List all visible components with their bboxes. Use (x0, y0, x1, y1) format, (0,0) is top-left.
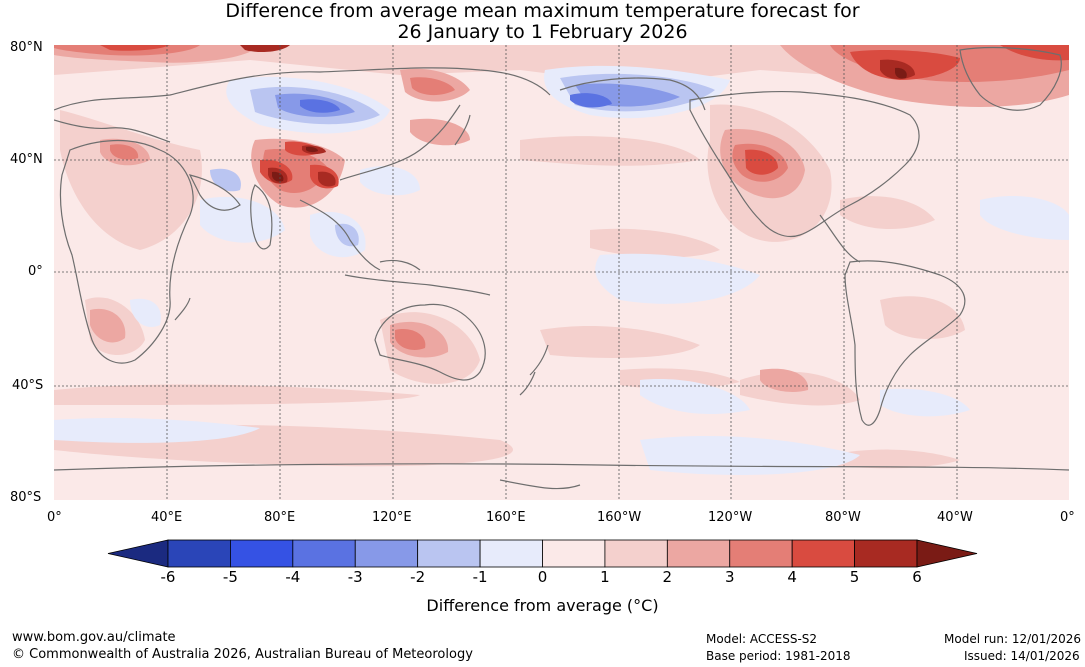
lon-label-80w: 80°W (825, 510, 861, 525)
lat-label-80n: 80°N (10, 40, 43, 55)
lat-label-0: 0° (28, 264, 43, 279)
colorbar-box (230, 539, 294, 568)
lon-label-0-right: 0° (1060, 510, 1075, 525)
colorbar-min-arrow (107, 539, 169, 568)
graticule (54, 45, 1069, 500)
lon-label-40w: 40°W (937, 510, 973, 525)
footer-model: Model: ACCESS-S2 (706, 632, 818, 646)
colorbar-tick-label: -5 (222, 568, 238, 586)
colorbar-box (854, 539, 918, 568)
lon-label-120w: 120°W (708, 510, 753, 525)
colorbar-max-arrow (916, 539, 978, 568)
lat-label-40s: 40°S (12, 378, 44, 393)
lon-label-80e: 80°E (264, 510, 296, 525)
colorbar-label: Difference from average (°C) (426, 596, 659, 615)
footer-url[interactable]: www.bom.gov.au/climate (12, 630, 176, 645)
colorbar (107, 539, 978, 568)
colorbar-box (604, 539, 668, 568)
map-title-line-1: Difference from average mean maximum tem… (225, 0, 860, 22)
colorbar-tick-label: 1 (600, 568, 610, 586)
lon-label-160w: 160°W (597, 510, 642, 525)
lon-label-120e: 120°E (372, 510, 412, 525)
footer-copyright: © Commonwealth of Australia 2026, Austra… (12, 647, 473, 662)
lat-label-40n: 40°N (10, 152, 43, 167)
colorbar-box (354, 539, 419, 568)
colorbar-tick-label: 5 (849, 568, 860, 586)
lon-label-0-left: 0° (47, 510, 62, 525)
colorbar-box (729, 539, 793, 568)
colorbar-tick-label: -2 (410, 568, 426, 586)
footer-issued: Issued: 14/01/2026 (964, 649, 1080, 663)
colorbar-tick-label: 0 (537, 568, 548, 586)
colorbar-box (479, 539, 543, 568)
colorbar-box (417, 539, 481, 568)
colorbar-tick-label: 3 (724, 568, 735, 586)
colorbar-tick-label: -1 (472, 568, 488, 586)
map-title-line-2: 26 January to 1 February 2026 (397, 21, 688, 43)
footer-base-period: Base period: 1981-2018 (706, 649, 851, 663)
strong-warm-anomalies (54, 45, 1069, 392)
colorbar-tick-label: -3 (347, 568, 363, 586)
lon-label-40e: 40°E (151, 510, 183, 525)
colorbar-box (167, 539, 231, 568)
colorbar-tick-label: -4 (285, 568, 301, 586)
colorbar-tick-label: 6 (912, 568, 922, 586)
anomaly-field (54, 45, 1069, 500)
colorbar-tick-label: -6 (160, 568, 176, 586)
colorbar-tick-label: 2 (662, 568, 673, 586)
colorbar-box (666, 539, 731, 568)
lon-label-160e: 160°E (486, 510, 526, 525)
coastlines (54, 46, 1069, 490)
footer-model-run: Model run: 12/01/2026 (944, 632, 1082, 646)
colorbar-box (542, 539, 606, 568)
cool-anomaly-shading (54, 65, 1069, 475)
colorbar-box (791, 539, 855, 568)
lat-label-80s: 80°S (10, 490, 42, 505)
colorbar-tick-label: 4 (787, 568, 797, 586)
colorbar-box (292, 539, 356, 568)
